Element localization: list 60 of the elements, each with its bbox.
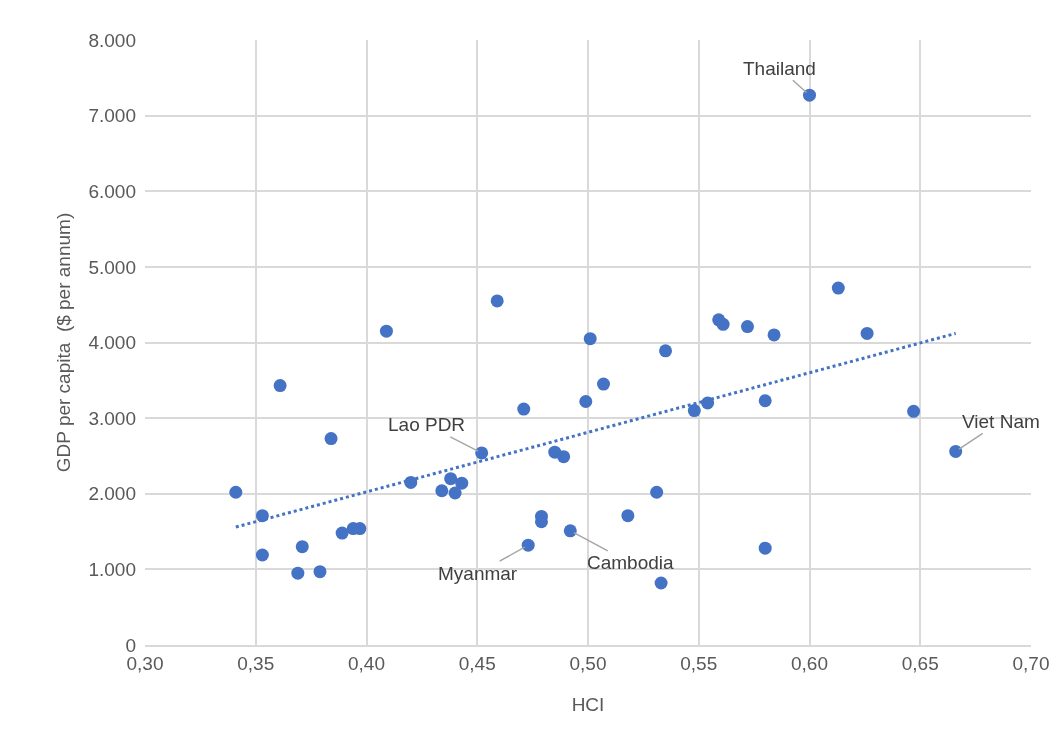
annotation: Viet Nam: [962, 411, 1040, 432]
y-tick-label: 8.000: [88, 29, 136, 51]
point: [654, 576, 668, 590]
y-tick-label: 5.000: [88, 256, 136, 278]
x-tick-label: 0,50: [569, 652, 607, 674]
point: [758, 394, 772, 408]
point: [803, 88, 816, 102]
annotation: Myanmar: [438, 563, 518, 584]
point: [521, 538, 535, 552]
x-tick-label: 0,45: [458, 652, 496, 674]
point: [597, 377, 611, 391]
point: [291, 566, 305, 580]
point: [379, 324, 393, 338]
x-tick-label: 0,70: [1012, 652, 1050, 674]
x-tick-label: 0,35: [237, 652, 275, 674]
annotation: Cambodia: [587, 552, 675, 573]
y-tick-label: 4.000: [88, 332, 136, 354]
point: [435, 484, 449, 498]
point: [273, 379, 287, 393]
point: [650, 485, 664, 499]
point: [907, 404, 921, 418]
point: [579, 394, 593, 408]
point: [475, 446, 489, 460]
point: [335, 526, 349, 540]
point: [455, 476, 469, 490]
point: [949, 444, 963, 458]
point: [229, 485, 243, 499]
point: [740, 320, 754, 334]
y-tick-label: 6.000: [88, 180, 136, 202]
point: [448, 486, 462, 500]
point: [659, 344, 673, 358]
point: [831, 281, 845, 295]
x-axis-title: HCI: [571, 693, 605, 715]
x-tick-label: 0,55: [680, 652, 718, 674]
annotation: Thailand: [743, 58, 816, 79]
point: [517, 402, 531, 416]
x-tick-label: 0,65: [901, 652, 939, 674]
y-tick-label: 1.000: [88, 559, 136, 581]
y-tick-label: 7.000: [88, 105, 136, 127]
x-tick-label: 0,40: [348, 652, 385, 674]
x-tick-label: 0,60: [791, 652, 828, 674]
point: [313, 565, 327, 579]
point: [621, 509, 635, 523]
y-tick-label: 2.000: [88, 483, 136, 505]
point: [324, 432, 338, 446]
point: [758, 541, 772, 555]
point: [563, 524, 577, 538]
point: [767, 328, 781, 342]
annotation: Lao PDR: [388, 414, 466, 435]
point: [687, 404, 701, 418]
point: [255, 548, 269, 562]
point: [860, 326, 874, 340]
point: [716, 317, 730, 331]
point: [490, 294, 504, 308]
point: [295, 540, 309, 554]
y-tick-label: 3.000: [88, 407, 136, 429]
y-axis-title: GDP per capita ($ per annum): [53, 212, 75, 473]
point: [444, 472, 458, 486]
point: [583, 332, 597, 346]
point: [557, 450, 571, 464]
